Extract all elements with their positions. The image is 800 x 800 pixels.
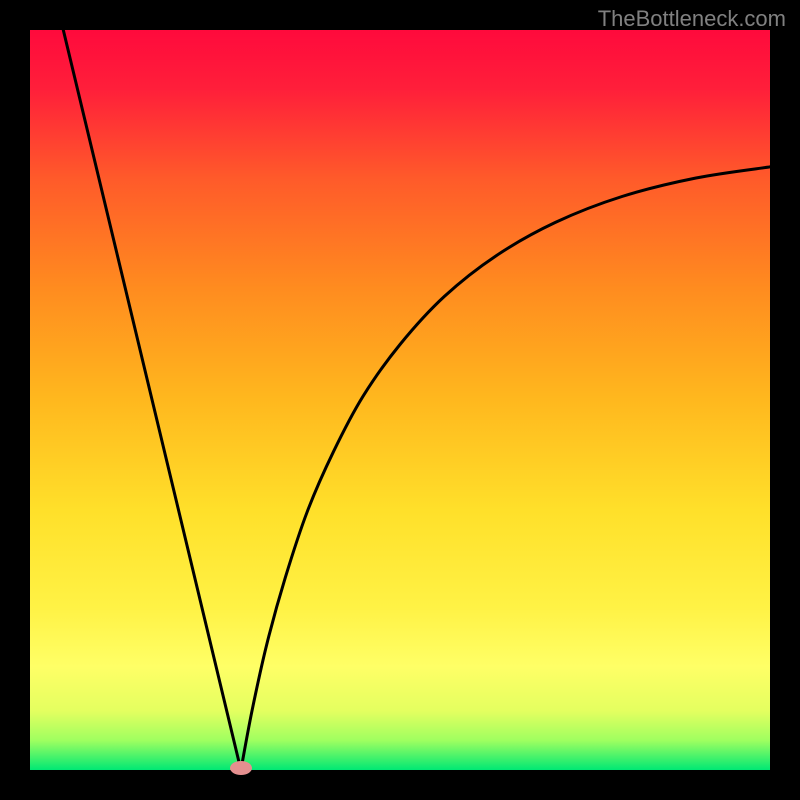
- watermark-text: TheBottleneck.com: [598, 6, 786, 32]
- gradient-background: [30, 30, 770, 770]
- plot-area: [30, 30, 770, 770]
- vertex-marker: [230, 761, 252, 775]
